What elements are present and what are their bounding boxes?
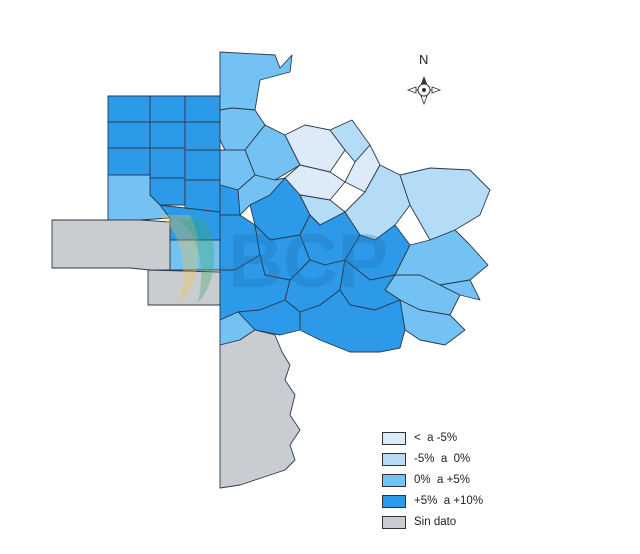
region [399, 167, 491, 241]
legend-label: Sin dato [414, 516, 457, 528]
region [299, 289, 406, 353]
region [184, 121, 221, 151]
north-label: N [419, 52, 428, 67]
region [149, 121, 186, 149]
region [107, 147, 151, 176]
region [184, 95, 221, 123]
region [51, 219, 171, 271]
region [219, 51, 293, 111]
legend-swatch [382, 515, 406, 529]
region [184, 149, 221, 181]
legend-label: +5% a +10% [414, 495, 484, 507]
legend: < a -5% -5% a 0% 0% a +5% +5% a +10% Sin… [382, 428, 483, 533]
region [219, 184, 241, 216]
region [219, 329, 301, 489]
north-arrow [406, 76, 442, 106]
legend-item: +5% a +10% [382, 491, 483, 511]
region [439, 279, 481, 301]
legend-swatch [382, 452, 406, 466]
legend-swatch [382, 494, 406, 508]
map-regions [51, 51, 491, 489]
legend-label: -5% a 0% [414, 453, 471, 465]
region [149, 147, 186, 179]
legend-item: -5% a 0% [382, 449, 483, 469]
region [184, 179, 221, 213]
region [149, 95, 186, 123]
region [107, 121, 151, 149]
legend-item: < a -5% [382, 428, 483, 448]
legend-label: 0% a +5% [414, 474, 470, 486]
region [169, 239, 221, 271]
legend-item: 0% a +5% [382, 470, 483, 490]
legend-swatch [382, 473, 406, 487]
region [147, 269, 221, 306]
legend-swatch [382, 431, 406, 445]
legend-item: Sin dato [382, 512, 483, 532]
legend-label: < a -5% [414, 432, 458, 444]
region [399, 299, 466, 346]
region [107, 95, 151, 123]
